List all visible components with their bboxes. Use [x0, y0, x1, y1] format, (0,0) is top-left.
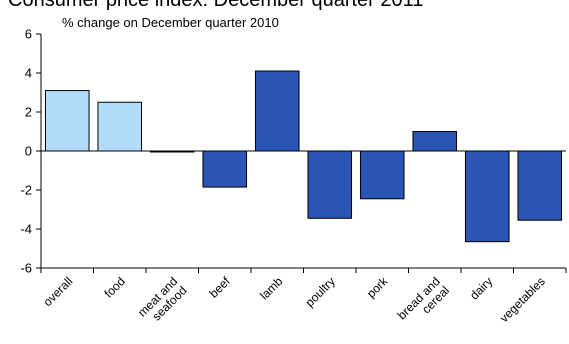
bar-lamb	[254, 70, 300, 152]
y-tick-label: -4	[20, 222, 32, 237]
x-tick-label: bread andcereal	[395, 274, 452, 331]
bar-dairy	[464, 150, 510, 243]
y-tick-label: -2	[20, 183, 32, 198]
x-tick-label: food	[101, 274, 127, 300]
bars	[41, 70, 566, 243]
x-axis	[40, 267, 567, 273]
category-labels: overall food meat andseafood beef lamb poultr…	[40, 274, 548, 331]
bar-food	[97, 101, 143, 152]
bar-vegetables	[517, 150, 563, 221]
bar-poultry	[307, 150, 353, 219]
y-tick-label: 4	[25, 66, 32, 81]
x-tick-label: pork	[364, 274, 391, 301]
x-tick-label: poultry	[302, 274, 337, 309]
y-tick-label: 6	[25, 27, 32, 42]
bar-beef	[202, 150, 248, 188]
x-tick-label: lamb	[257, 274, 286, 303]
x-tick-label: dairy	[467, 274, 495, 302]
bar-overall	[44, 90, 90, 152]
x-tick-label: beef	[206, 274, 233, 301]
y-tick-label: 0	[25, 144, 32, 159]
y-axis: 6 4 2 0 -2 -4 -6	[20, 27, 42, 276]
x-tick-label: overall	[40, 274, 75, 309]
x-tick-label: vegetables	[497, 274, 548, 325]
y-tick-label: -6	[20, 261, 32, 276]
x-tick-label: meat andseafood	[135, 274, 189, 328]
bar-bread-and-cereal	[412, 131, 458, 152]
chart-title: Consumer price index: December quarter 2…	[8, 0, 423, 11]
y-axis-label: % change on December quarter 2010	[62, 15, 279, 30]
bar-pork	[359, 150, 405, 200]
y-tick-label: 2	[25, 105, 32, 120]
